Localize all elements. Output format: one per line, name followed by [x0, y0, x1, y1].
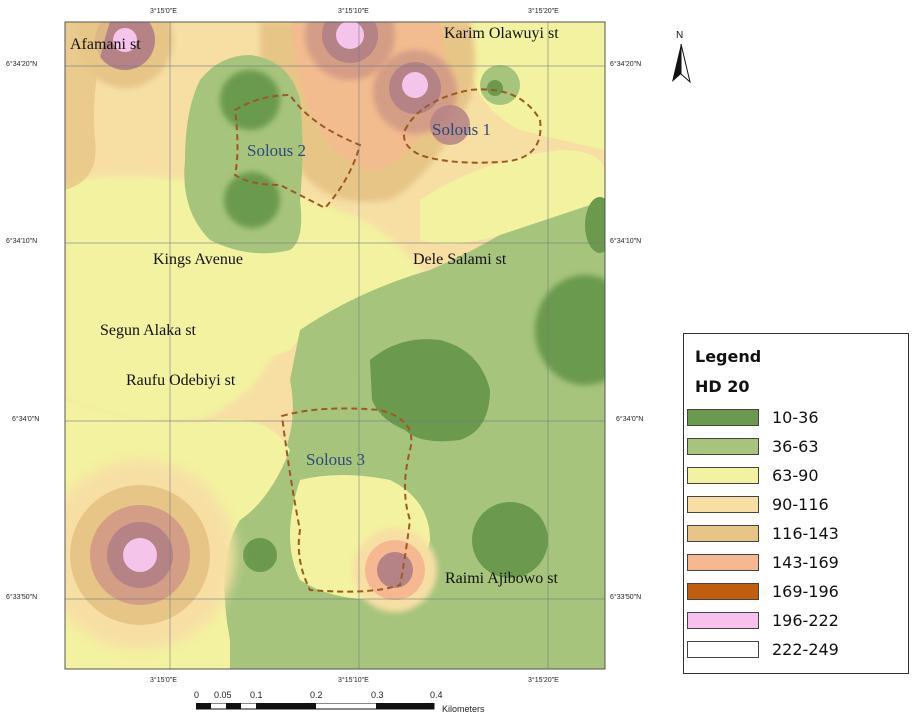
scale-unit-label: Kilometers: [442, 704, 485, 714]
legend-swatch: [687, 641, 759, 658]
street-label-kings: Kings Avenue: [153, 251, 243, 268]
lat-tick-left-1: 6°34'20"N: [6, 61, 38, 68]
legend-item: 143-169: [684, 552, 908, 574]
solous-2-outline: [233, 93, 362, 210]
legend-label: 36-63: [772, 437, 819, 456]
legend-title: Legend: [695, 347, 762, 366]
legend-item: 169-196: [684, 581, 908, 603]
lon-tick-top-2: 3°15'10"E: [338, 8, 369, 15]
legend-swatch: [687, 612, 759, 629]
legend-item: 36-63: [684, 436, 908, 458]
legend-item: 63-90: [684, 465, 908, 487]
legend-swatch: [687, 409, 759, 426]
lat-tick-right-2: 6°34'10"N: [610, 238, 642, 245]
scale-tick: 0.1: [250, 690, 263, 700]
street-label-segun: Segun Alaka st: [100, 322, 196, 339]
lat-tick-right-1: 6°34'20"N: [610, 61, 642, 68]
scale-tick: 0.4: [430, 690, 443, 700]
legend-label: 116-143: [772, 524, 839, 543]
solous-3-outline: [280, 407, 413, 593]
scale-tick: 0.3: [371, 690, 384, 700]
zone-label-solous-2: Solous 2: [247, 141, 307, 160]
street-label-raimi: Raimi Ajibowo st: [445, 570, 558, 587]
legend-item: 116-143: [684, 523, 908, 545]
legend-label: 10-36: [772, 408, 819, 427]
lat-tick-right-3: 6°34'0"N: [616, 416, 644, 423]
street-label-raufu: Raufu Odebiyi st: [126, 372, 236, 389]
street-label-dele: Dele Salami st: [413, 251, 507, 268]
scale-bar: 0 0.05 0.1 0.2 0.3 0.4 Kilometers: [180, 690, 520, 720]
scale-bar-graphic: [196, 703, 435, 710]
legend-subtitle: HD 20: [695, 377, 750, 396]
street-label-afamani: Afamani st: [70, 36, 141, 53]
lon-tick-top-3: 3°15'20"E: [528, 8, 559, 15]
legend-item: 222-249: [684, 639, 908, 661]
lat-tick-left-2: 6°34'10"N: [6, 238, 38, 245]
heatmap-surface: [65, 22, 605, 669]
solous-1-outline: [403, 88, 542, 164]
lat-tick-left-4: 6°33'50"N: [6, 594, 38, 601]
lat-tick-left-3: 6°34'0"N: [12, 416, 40, 423]
lon-tick-bottom-2: 3°15'10"E: [338, 677, 369, 684]
lon-tick-top-1: 3°15'0"E: [150, 8, 177, 15]
north-label: N: [676, 30, 684, 41]
zone-label-solous-1: Solous 1: [432, 120, 492, 139]
legend-swatch: [687, 438, 759, 455]
scale-tick: 0: [194, 690, 200, 700]
graticule: [65, 22, 605, 669]
legend-item: 196-222: [684, 610, 908, 632]
map-frame: [64, 21, 606, 670]
legend-label: 169-196: [772, 582, 839, 601]
legend-swatch: [687, 583, 759, 600]
scale-tick: 0.05: [214, 690, 232, 700]
legend-label: 143-169: [772, 553, 839, 572]
north-arrow-icon: [672, 44, 691, 84]
north-arrow: N: [668, 30, 694, 84]
legend-swatch: [687, 496, 759, 513]
legend-item: 10-36: [684, 407, 908, 429]
legend-swatch: [687, 554, 759, 571]
legend-label: 63-90: [772, 466, 819, 485]
legend-label: 222-249: [772, 640, 839, 659]
legend-item: 90-116: [684, 494, 908, 516]
legend-swatch: [687, 525, 759, 542]
legend-label: 90-116: [772, 495, 829, 514]
legend-swatch: [687, 467, 759, 484]
lon-tick-bottom-3: 3°15'20"E: [528, 677, 559, 684]
zone-label-solous-3: Solous 3: [306, 450, 366, 469]
legend-label: 196-222: [772, 611, 839, 630]
lon-tick-bottom-1: 3°15'0"E: [150, 677, 177, 684]
legend: Legend HD 20 10-36 36-63 63-90 90-116 11…: [683, 333, 909, 674]
lat-tick-right-4: 6°33'50"N: [610, 594, 642, 601]
street-label-karim: Karim Olawuyi st: [444, 25, 559, 42]
scale-tick: 0.2: [310, 690, 323, 700]
